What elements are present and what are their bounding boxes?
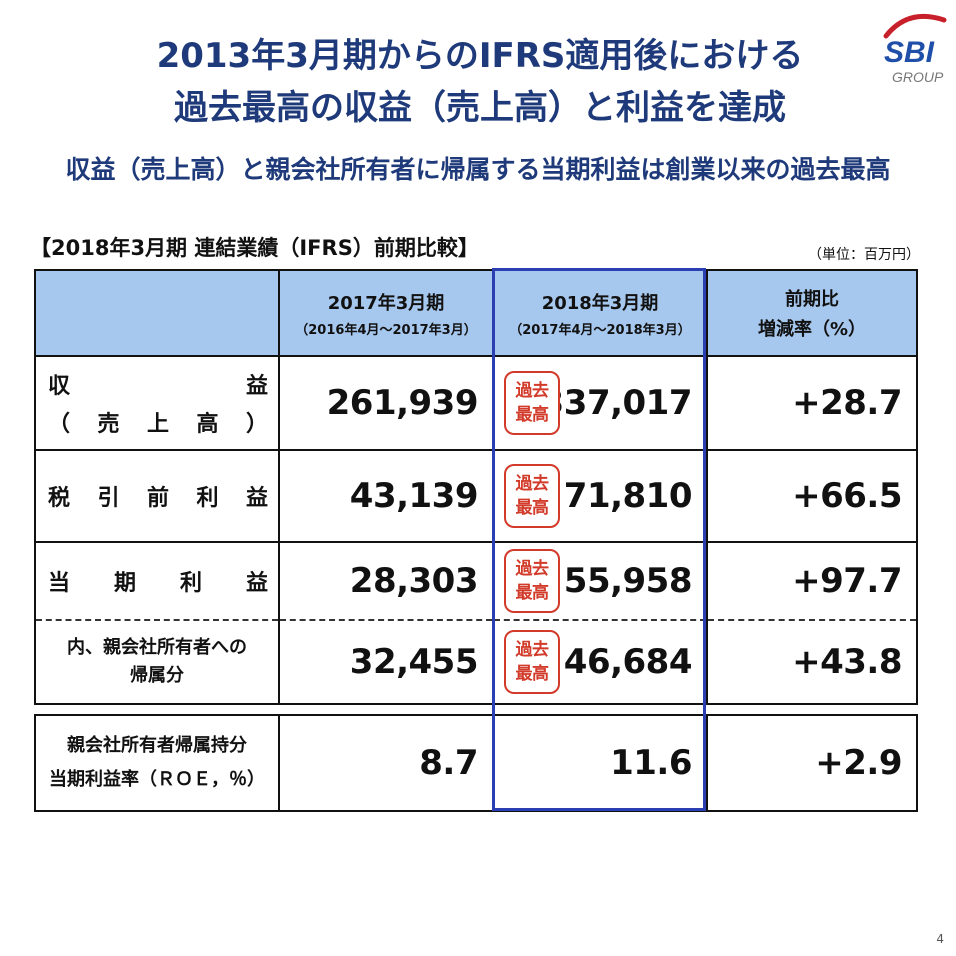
title-line-2: 過去最高の収益（売上高）と利益を達成 xyxy=(174,88,786,128)
stamp-text-1: 過去 xyxy=(515,474,550,494)
label-char: 税 xyxy=(48,486,71,511)
table-row-net-profit: 当 期 利 益 28,303 過去 最高 55,958 +97.7 xyxy=(34,541,918,621)
table-row-pretax-profit: 税 引 前 利 益 43,139 過去 最高 71,810 +66.5 xyxy=(34,449,918,543)
record-high-stamp: 過去 最高 xyxy=(504,549,560,613)
label-char: 高 xyxy=(196,412,219,437)
cell-change-value: +28.7 xyxy=(706,355,918,451)
table-heading: 【2018年3月期 連結業績（IFRS）前期比較】 xyxy=(30,236,479,260)
label-line-2: 当期利益率（ＲＯＥ，％） xyxy=(49,769,265,790)
prev-period-label: 2017年3月期 xyxy=(327,292,445,314)
stamp-text-1: 過去 xyxy=(515,381,550,401)
row-label-revenue: 収 益 （ 売 上 高 ） xyxy=(34,355,280,451)
row-label-pretax-profit: 税 引 前 利 益 xyxy=(34,449,280,543)
stamp-text-1: 過去 xyxy=(515,640,550,660)
table-header-row: 2017年3月期 （2016年4月～2017年3月） 2018年3月期 （201… xyxy=(34,269,918,357)
cell-prev-value: 28,303 xyxy=(278,541,494,621)
record-high-stamp: 過去 最高 xyxy=(504,371,560,435)
cell-prev-value: 32,455 xyxy=(278,619,494,705)
header-curr-period: 2018年3月期 （2017年4月～2018年3月） xyxy=(492,269,708,357)
row-label-net-profit: 当 期 利 益 xyxy=(34,541,280,621)
sbi-group-logo: SBI GROUP xyxy=(878,6,952,86)
stamp-text-2: 最高 xyxy=(515,583,550,603)
label-char: 利 xyxy=(196,486,219,511)
unit-label: （単位：百万円） xyxy=(808,247,920,263)
label-char: 益 xyxy=(245,374,268,399)
header-blank-cell xyxy=(34,269,280,357)
roe-table: 親会社所有者帰属持分 当期利益率（ＲＯＥ，％） 8.7 11.6 +2.9 xyxy=(34,714,918,812)
cell-curr-value: 過去 最高 55,958 xyxy=(492,541,708,621)
curr-value-text: 46,684 xyxy=(563,642,693,682)
cell-prev-value: 43,139 xyxy=(278,449,494,543)
table-row-attributable-profit: 内、親会社所有者への 帰属分 32,455 過去 最高 46,684 +43.8 xyxy=(34,619,918,705)
record-high-stamp: 過去 最高 xyxy=(504,464,560,528)
label-char: 収 xyxy=(48,374,71,399)
label-char: 利 xyxy=(179,571,202,596)
stamp-text-1: 過去 xyxy=(515,559,550,579)
cell-change-value: +43.8 xyxy=(706,619,918,705)
prev-period-range: （2016年4月～2017年3月） xyxy=(295,322,477,338)
label-char: 前 xyxy=(146,486,169,511)
curr-period-range: （2017年4月～2018年3月） xyxy=(509,322,691,338)
label-char: 益 xyxy=(245,571,268,596)
label-char: （ xyxy=(48,412,71,437)
stamp-text-2: 最高 xyxy=(515,664,550,684)
cell-change-value: +97.7 xyxy=(706,541,918,621)
change-label-1: 前期比 xyxy=(785,289,839,310)
logo-brand-text: SBI xyxy=(884,36,935,69)
label-char: 上 xyxy=(146,412,169,437)
cell-prev-value: 261,939 xyxy=(278,355,494,451)
curr-period-label: 2018年3月期 xyxy=(541,292,659,314)
curr-value-text: 71,810 xyxy=(563,476,693,516)
curr-value-text: 337,017 xyxy=(540,383,693,423)
table-row-revenue: 収 益 （ 売 上 高 ） 261,939 過去 最高 337,017 +28.… xyxy=(34,355,918,451)
subtitle: 収益（売上高）と親会社所有者に帰属する当期利益は創業以来の過去最高 xyxy=(65,155,891,184)
label-line-1: 内、親会社所有者への xyxy=(67,637,247,658)
stamp-text-2: 最高 xyxy=(515,405,550,425)
curr-value-text: 55,958 xyxy=(563,561,693,601)
cell-curr-value: 過去 最高 71,810 xyxy=(492,449,708,543)
label-char: 益 xyxy=(245,486,268,511)
label-char: 売 xyxy=(97,412,120,437)
row-label-attributable: 内、親会社所有者への 帰属分 xyxy=(34,619,280,705)
table-row-roe: 親会社所有者帰属持分 当期利益率（ＲＯＥ，％） 8.7 11.6 +2.9 xyxy=(34,714,918,812)
results-table: 2017年3月期 （2016年4月～2017年3月） 2018年3月期 （201… xyxy=(34,269,918,705)
label-line-1: 親会社所有者帰属持分 xyxy=(67,735,247,756)
cell-curr-value: 過去 最高 46,684 xyxy=(492,619,708,705)
cell-change-value: +2.9 xyxy=(706,714,918,812)
logo-group-text: GROUP xyxy=(892,69,944,85)
label-char: 当 xyxy=(48,571,71,596)
record-high-stamp: 過去 最高 xyxy=(504,630,560,694)
label-char: 引 xyxy=(97,486,120,511)
stamp-text-2: 最高 xyxy=(515,498,550,518)
label-char: 期 xyxy=(113,571,136,596)
change-label-2: 増減率（%） xyxy=(757,319,867,340)
row-label-roe: 親会社所有者帰属持分 当期利益率（ＲＯＥ，％） xyxy=(34,714,280,812)
label-line-2: 帰属分 xyxy=(130,665,184,686)
cell-curr-value: 11.6 xyxy=(492,714,708,812)
page-number: 4 xyxy=(936,932,944,946)
header-change: 前期比 増減率（%） xyxy=(706,269,918,357)
cell-curr-value: 過去 最高 337,017 xyxy=(492,355,708,451)
cell-prev-value: 8.7 xyxy=(278,714,494,812)
cell-change-value: +66.5 xyxy=(706,449,918,543)
header-prev-period: 2017年3月期 （2016年4月～2017年3月） xyxy=(278,269,494,357)
title-line-1: 2013年3月期からのIFRS適用後における xyxy=(156,36,804,76)
label-char: ） xyxy=(245,412,268,437)
